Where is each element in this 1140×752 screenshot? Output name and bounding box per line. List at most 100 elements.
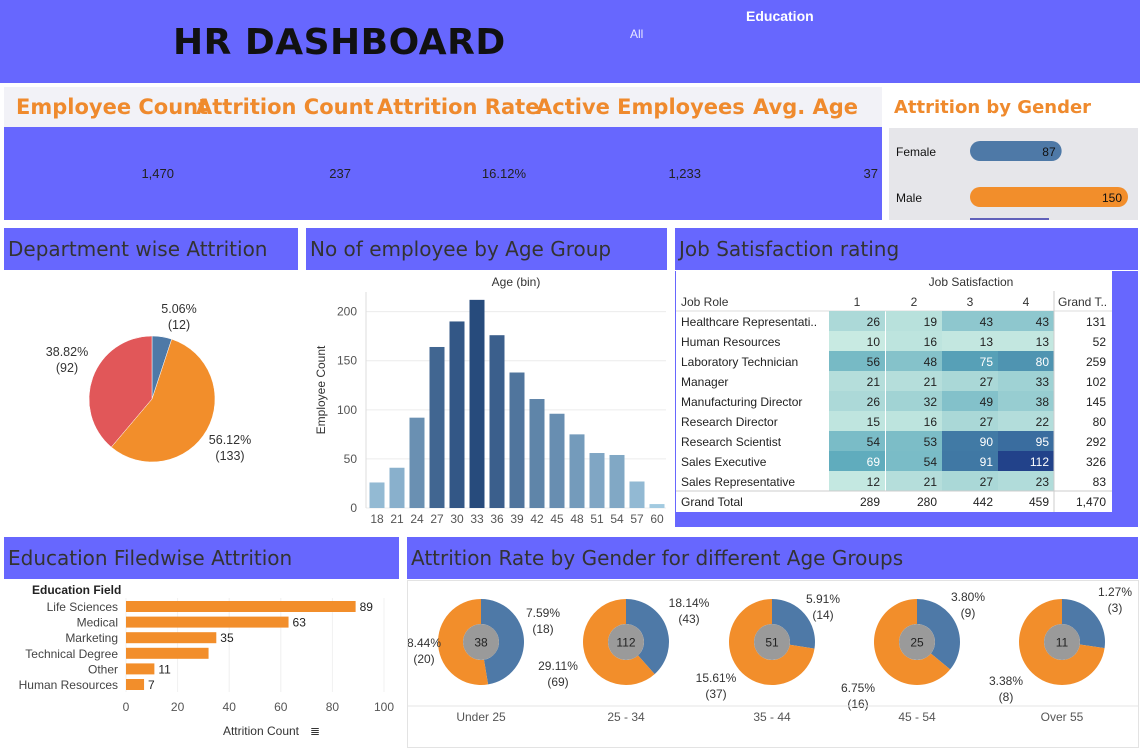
department-pie-slice[interactable] bbox=[88, 335, 153, 448]
satisfaction-cell[interactable] bbox=[886, 391, 942, 411]
donut-slice-male[interactable] bbox=[626, 599, 669, 675]
age-ytick-label: 150 bbox=[337, 354, 357, 368]
satisfaction-cell[interactable] bbox=[998, 391, 1054, 411]
satisfaction-cell[interactable] bbox=[942, 351, 998, 371]
kpi-label-active-employees: Active Employees bbox=[536, 95, 745, 119]
satisfaction-cell[interactable] bbox=[886, 331, 942, 351]
satisfaction-cell[interactable] bbox=[829, 451, 885, 471]
grand-total-header: Grand T.. bbox=[1058, 295, 1107, 309]
satisfaction-cell[interactable] bbox=[942, 331, 998, 351]
age-bar[interactable] bbox=[469, 299, 485, 508]
satisfaction-cell[interactable] bbox=[998, 451, 1054, 471]
satisfaction-cell[interactable] bbox=[998, 471, 1054, 491]
donut-slice-male[interactable] bbox=[917, 599, 960, 670]
age-bar[interactable] bbox=[609, 454, 625, 508]
age-bar[interactable] bbox=[529, 399, 545, 508]
satisfaction-cell[interactable] bbox=[998, 311, 1054, 331]
grand-total-overall: 1,470 bbox=[1076, 495, 1106, 509]
education-section-title: Education Filedwise Attrition bbox=[8, 546, 293, 570]
education-bar[interactable] bbox=[126, 647, 209, 659]
donut-slice-female[interactable] bbox=[874, 599, 951, 685]
donut-slice-female[interactable] bbox=[1019, 599, 1105, 685]
satisfaction-cell[interactable] bbox=[829, 311, 885, 331]
donut-center-value: 112 bbox=[616, 636, 635, 650]
sort-icon[interactable]: ≣ bbox=[310, 724, 320, 738]
education-bar[interactable] bbox=[126, 632, 217, 644]
row-grand-total: 52 bbox=[1093, 335, 1107, 349]
satisfaction-cell-value: 49 bbox=[980, 395, 994, 409]
education-bar[interactable] bbox=[126, 601, 356, 612]
education-filter-value[interactable]: All bbox=[630, 27, 644, 41]
donut-female-count: (20) bbox=[413, 652, 434, 666]
satisfaction-cell[interactable] bbox=[829, 331, 885, 351]
education-bar[interactable] bbox=[126, 663, 155, 675]
satisfaction-cell[interactable] bbox=[886, 471, 942, 491]
satisfaction-cell-value: 26 bbox=[867, 395, 881, 409]
gender-chart-panel: Female 87 Male 150 bbox=[889, 128, 1138, 220]
satisfaction-cell[interactable] bbox=[886, 451, 942, 471]
satisfaction-cell[interactable] bbox=[998, 411, 1054, 431]
age-bar[interactable] bbox=[389, 467, 405, 508]
donut-group-label: 45 - 54 bbox=[898, 710, 936, 724]
age-bar[interactable] bbox=[409, 417, 425, 508]
job-role-label: Laboratory Technician bbox=[681, 355, 798, 369]
satisfaction-cell[interactable] bbox=[998, 371, 1054, 391]
satisfaction-cell[interactable] bbox=[942, 391, 998, 411]
age-bar[interactable] bbox=[589, 453, 605, 508]
satisfaction-cell[interactable] bbox=[942, 451, 998, 471]
donut-center bbox=[608, 624, 644, 660]
gender-bar-female[interactable] bbox=[970, 141, 1062, 161]
age-xtick-label: 18 bbox=[370, 512, 384, 526]
satisfaction-cell[interactable] bbox=[942, 371, 998, 391]
donut-female-percent: 15.61% bbox=[696, 671, 737, 685]
satisfaction-cell[interactable] bbox=[998, 331, 1054, 351]
satisfaction-column-header: 1 bbox=[854, 295, 861, 309]
education-bar[interactable] bbox=[126, 679, 145, 690]
satisfaction-cell[interactable] bbox=[886, 351, 942, 371]
satisfaction-cell[interactable] bbox=[886, 431, 942, 451]
satisfaction-cell[interactable] bbox=[829, 391, 885, 411]
age-bar[interactable] bbox=[549, 413, 565, 508]
satisfaction-cell[interactable] bbox=[829, 431, 885, 451]
donut-slice-female[interactable] bbox=[729, 599, 815, 685]
satisfaction-cell[interactable] bbox=[942, 411, 998, 431]
gender-age-section-header: Attrition Rate by Gender for different A… bbox=[407, 537, 1138, 579]
donut-center-value: 51 bbox=[765, 636, 779, 650]
donut-center bbox=[463, 624, 499, 660]
age-bar[interactable] bbox=[489, 335, 505, 508]
age-bar[interactable] bbox=[649, 504, 665, 508]
job-role-label: Research Director bbox=[681, 415, 778, 429]
satisfaction-cell[interactable] bbox=[998, 431, 1054, 451]
satisfaction-cell[interactable] bbox=[942, 431, 998, 451]
satisfaction-cell[interactable] bbox=[998, 351, 1054, 371]
satisfaction-cell-value: 27 bbox=[980, 475, 994, 489]
satisfaction-cell[interactable] bbox=[829, 411, 885, 431]
donut-slice-male[interactable] bbox=[481, 599, 524, 685]
gender-bar-male[interactable] bbox=[970, 187, 1128, 207]
satisfaction-cell[interactable] bbox=[829, 471, 885, 491]
donut-slice-male[interactable] bbox=[1062, 599, 1105, 649]
kpi-value-active-employees: 1,233 bbox=[668, 166, 701, 181]
department-pie-slice[interactable] bbox=[110, 338, 216, 463]
education-bar[interactable] bbox=[126, 616, 289, 628]
row-grand-total: 80 bbox=[1093, 415, 1107, 429]
age-bar[interactable] bbox=[429, 346, 445, 508]
satisfaction-cell[interactable] bbox=[942, 311, 998, 331]
satisfaction-cell[interactable] bbox=[829, 371, 885, 391]
donut-slice-male[interactable] bbox=[772, 599, 815, 649]
age-bar[interactable] bbox=[449, 321, 465, 508]
age-bar[interactable] bbox=[369, 482, 385, 508]
age-bar[interactable] bbox=[629, 481, 645, 508]
satisfaction-cell[interactable] bbox=[886, 371, 942, 391]
age-bar[interactable] bbox=[569, 434, 585, 508]
satisfaction-cell[interactable] bbox=[942, 471, 998, 491]
satisfaction-cell[interactable] bbox=[886, 411, 942, 431]
satisfaction-cell-value: 27 bbox=[980, 375, 994, 389]
satisfaction-cell[interactable] bbox=[829, 351, 885, 371]
satisfaction-cell-value: 16 bbox=[924, 335, 938, 349]
age-bar[interactable] bbox=[509, 372, 525, 508]
donut-slice-female[interactable] bbox=[583, 599, 655, 685]
donut-slice-female[interactable] bbox=[438, 599, 489, 685]
education-bar-chart: Education Field 0 20 40 60 80 100 Life Sciences… bbox=[19, 583, 395, 738]
satisfaction-cell[interactable] bbox=[886, 311, 942, 331]
